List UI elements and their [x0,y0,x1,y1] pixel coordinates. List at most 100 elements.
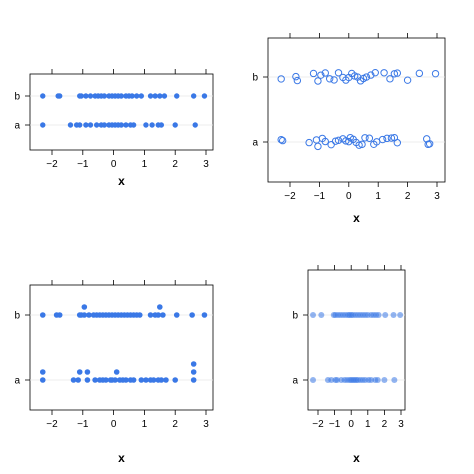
data-point-b [39,312,46,318]
chart-panel-2: −2 −1 0 1 2 3 a b x [252,33,446,225]
data-point-a [39,377,46,383]
x-tick-label: −1 [77,159,89,170]
x-tick-label: 0 [346,191,352,202]
data-point-a [101,122,108,128]
data-point-b [375,312,382,318]
data-point-a [190,361,197,367]
data-point-b [56,312,63,318]
data-point-a [77,122,83,128]
category-label-a: a [14,121,20,132]
data-point-a [345,137,353,146]
data-point-a [355,141,363,149]
data-point-a [383,134,391,143]
data-point-b [325,75,334,83]
data-point-b [129,93,135,99]
data-point-b [155,312,162,318]
data-point-b [321,69,329,77]
data-point-b [310,312,317,318]
data-point-a [277,135,285,144]
data-point-b [161,93,168,99]
data-point-a [158,122,165,128]
data-point-b [390,312,397,318]
data-point-a [334,377,341,383]
category-label-b: b [252,73,258,84]
category-label-b: b [14,311,20,322]
x-tick-label: 3 [203,159,209,170]
data-point-a [75,377,81,383]
data-point-a [425,140,434,148]
chart-panel-4: −2 −1 0 1 2 3 a b x [292,265,406,465]
data-point-a [368,377,375,383]
data-point-a [305,138,313,147]
data-point-a [92,377,98,383]
x-tick-label: −2 [312,419,324,430]
x-tick-label: 3 [398,419,404,430]
data-point-b [57,93,63,99]
data-point-a [328,377,335,383]
data-point-b [292,72,300,81]
data-point-a [387,134,396,142]
data-point-b [40,93,46,99]
data-point-b [371,68,379,77]
data-point-a [150,377,157,383]
x-tick-label: −1 [314,191,326,202]
data-point-a [172,377,178,383]
category-label-a: a [292,376,298,387]
data-point-a [321,137,329,146]
data-point-b [174,93,180,99]
data-point-a [123,377,129,383]
data-point-a [76,369,83,375]
data-point-a [391,377,398,383]
panel-frame [307,269,406,411]
data-point-a [70,377,77,383]
data-point-b [362,73,371,81]
data-point-a [112,377,118,383]
x-axis-title: x [118,174,125,188]
data-point-a [158,377,165,383]
data-point-b [380,69,388,77]
data-point-a [39,369,46,375]
x-tick-label: 3 [434,191,440,202]
data-point-b [157,93,163,99]
data-point-b [101,93,108,99]
data-point-b [314,77,322,85]
data-point-a [361,134,369,142]
data-point-b [431,69,440,78]
data-point-b [134,93,140,99]
chart-panel-1: −2 −1 0 1 2 3 a b x [14,69,214,188]
data-point-a [190,377,197,383]
x-axis-title: x [353,211,360,225]
data-point-b [147,93,154,99]
data-point-a [378,135,387,144]
data-point-a [143,377,149,383]
data-point-a [393,139,402,147]
x-tick-label: −2 [284,191,296,202]
data-point-b [189,312,195,318]
data-point-b [390,70,399,78]
data-point-a [374,377,381,383]
x-tick-label: 3 [203,419,209,430]
chart-panel-3: −2 −1 0 1 2 3 a b x [14,280,214,465]
data-point-b [403,76,412,84]
data-point-b [201,93,208,99]
data-point-b [152,93,158,99]
data-point-a [334,136,343,145]
data-point-a [93,122,100,128]
data-point-b [367,71,375,79]
category-label-a: a [252,138,258,149]
data-point-b [309,69,318,78]
x-tick-label: 0 [111,419,117,430]
data-point-a [84,369,91,375]
data-point-a [172,122,178,128]
data-point-a [163,377,169,383]
data-point-a [130,122,137,128]
x-tick-label: −1 [77,419,89,430]
data-point-b [397,312,404,318]
data-point-a [40,122,46,128]
data-point-b [382,312,389,318]
x-tick-label: 1 [365,419,371,430]
data-point-a [278,136,287,145]
data-point-b [87,93,94,99]
data-point-a [331,137,340,145]
